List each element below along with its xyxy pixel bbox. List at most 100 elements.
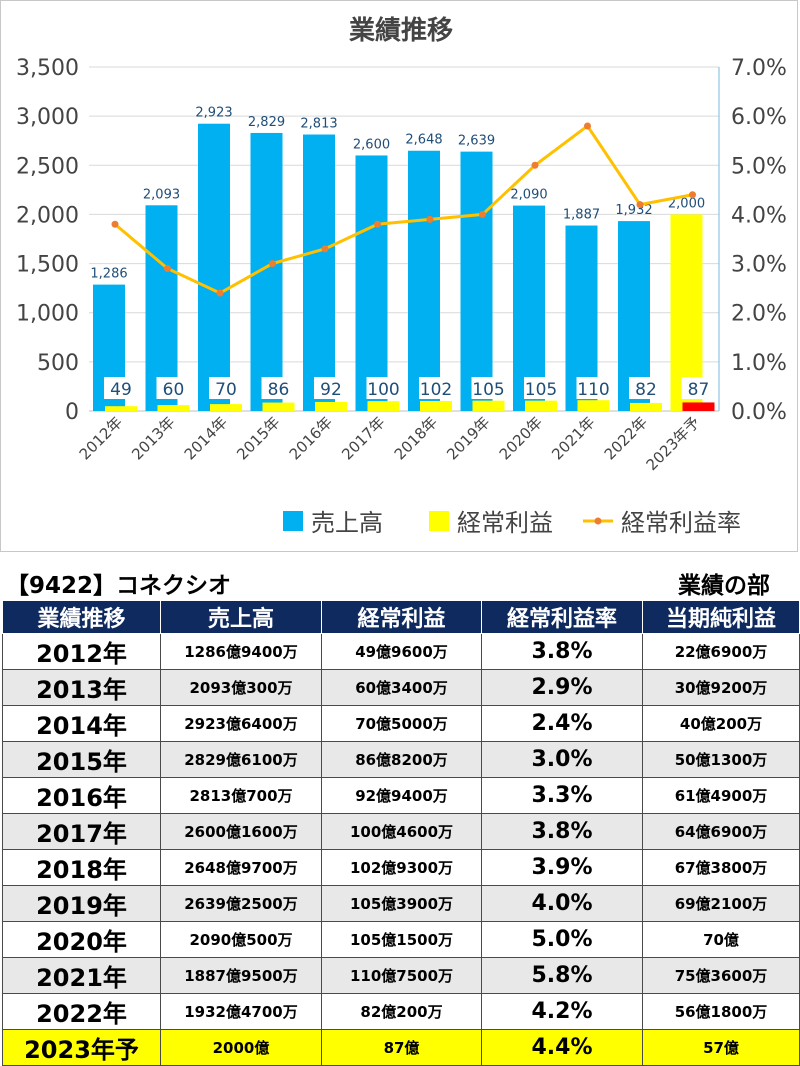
profit-data-label: 105 (525, 380, 557, 400)
table-body: 2012年 1286億9400万 49億9600万 3.8% 22億6900万 2013年… (2, 633, 800, 1066)
profit-rate-point (479, 210, 486, 218)
row-period: 2018年 (2, 849, 161, 886)
row-sales: 1887億9500万 (160, 957, 322, 994)
row-sales: 1286億9400万 (160, 633, 322, 670)
sales-data-label: 2,639 (458, 134, 495, 149)
row-ordinary-profit: 60億3400万 (321, 669, 482, 706)
table-row: 2022年 1932億4700万 82億200万 4.2% 56億1800万 (2, 993, 800, 1030)
profit-rate-point (689, 191, 696, 199)
profit-rate-point (269, 260, 276, 268)
row-ordinary-profit: 87億 (321, 1029, 482, 1066)
sales-data-label: 2,813 (300, 117, 337, 132)
row-net-income: 57億 (642, 1029, 800, 1066)
row-profit-rate: 5.8% (481, 957, 643, 994)
profit-label-bg (104, 377, 138, 399)
profit-bar (525, 400, 557, 411)
table-row: 2020年 2090億500万 105億1500万 5.0% 70億 (2, 921, 800, 958)
row-profit-rate: 3.8% (481, 633, 643, 670)
row-period: 2017年 (2, 813, 161, 850)
profit-data-label: 82 (635, 380, 657, 400)
table-row: 2012年 1286億9400万 49億9600万 3.8% 22億6900万 (2, 633, 800, 670)
profit-data-label: 60 (163, 380, 185, 400)
header-sales: 売上高 (160, 600, 322, 634)
header-period: 業績推移 (2, 600, 161, 634)
sales-data-label: 2,090 (510, 188, 547, 203)
profit-label-bg (471, 377, 506, 399)
profit-label-bg (366, 377, 401, 399)
row-ordinary-profit: 86億8200万 (321, 741, 482, 778)
y-tick-label: 3,500 (16, 56, 79, 81)
table-header-row: 業績推移 売上高 経常利益 経常利益率 当期純利益 (2, 600, 800, 634)
row-profit-rate: 4.4% (481, 1029, 643, 1066)
sales-data-label: 2,923 (195, 106, 232, 121)
x-tick-label: 2016年 (286, 413, 336, 463)
sales-bar (198, 123, 230, 412)
legend-label-profit: 経常利益 (457, 509, 553, 537)
row-sales: 2639億2500万 (160, 885, 322, 922)
y2-tick-label: 5.0% (731, 154, 787, 179)
sales-data-label: 1,887 (563, 208, 600, 223)
profit-rate-point (321, 245, 329, 253)
profit-data-label: 49 (110, 380, 132, 400)
performance-table: 業績推移 売上高 経常利益 経常利益率 当期純利益 2012年 1286億9400… (2, 600, 800, 1066)
row-net-income: 40億200万 (642, 705, 800, 742)
row-period: 2013年 (2, 669, 161, 706)
header-net-income: 当期純利益 (642, 600, 800, 634)
row-sales: 2829億6100万 (160, 741, 322, 778)
sales-bar (355, 155, 388, 411)
profit-rate-point (584, 122, 591, 130)
sales-data-label: 2,829 (248, 115, 285, 130)
sales-data-label: 2,600 (353, 137, 390, 152)
profit-rate-point (426, 215, 434, 223)
profit-bar (315, 401, 347, 411)
row-net-income: 75億3600万 (642, 957, 800, 994)
profit-rate-point (374, 220, 381, 228)
x-tick-label: 2020年 (496, 413, 546, 463)
table-row: 2021年 1887億9500万 110億7500万 5.8% 75億3600万 (2, 957, 800, 994)
profit-bar (105, 406, 137, 411)
sales-bar (303, 134, 335, 412)
row-net-income: 50億1300万 (642, 741, 800, 778)
row-period: 2019年 (2, 885, 161, 922)
profit-rate-point (216, 289, 224, 297)
row-sales: 2813億700万 (160, 777, 322, 814)
legend-swatch-sales (283, 511, 303, 531)
x-tick-label: 2018年 (391, 413, 441, 463)
profit-data-label: 86 (268, 380, 290, 400)
row-sales: 1932億4700万 (160, 993, 322, 1030)
y-tick-label: 3,000 (16, 105, 79, 130)
row-net-income: 56億1800万 (642, 993, 800, 1030)
table-row: 2023年予 2000億 87億 4.4% 57億 (2, 1029, 800, 1066)
y-tick-label: 0 (65, 400, 79, 425)
row-profit-rate: 5.0% (481, 921, 643, 958)
table-row: 2015年 2829億6100万 86億8200万 3.0% 50億1300万 (2, 741, 800, 778)
row-period: 2021年 (2, 957, 161, 994)
row-net-income: 30億9200万 (642, 669, 800, 706)
profit-rate-line (114, 123, 693, 295)
profit-label-bg (314, 377, 348, 399)
legend-label-sales: 売上高 (311, 509, 383, 537)
y2-tick-label: 0.0% (731, 400, 787, 425)
x-tick-label: 2013年 (128, 413, 178, 463)
profit-label-bg (681, 377, 716, 399)
row-net-income: 70億 (642, 921, 800, 958)
row-profit-rate: 3.9% (481, 849, 643, 886)
sales-data-label: 2,093 (143, 187, 180, 202)
row-ordinary-profit: 82億200万 (321, 993, 482, 1030)
row-ordinary-profit: 102億9300万 (321, 849, 482, 886)
row-sales: 2923億6400万 (160, 705, 322, 742)
sales-data-label: 2,648 (405, 133, 442, 148)
y-tick-label: 1,500 (16, 253, 79, 278)
row-sales: 2093億300万 (160, 669, 322, 706)
row-profit-rate: 4.2% (481, 993, 643, 1030)
chart-title: 業績推移 (349, 16, 453, 46)
profit-rate-point (531, 161, 539, 169)
table-row: 2017年 2600億1600万 100億4600万 3.8% 64億6900万 (2, 813, 800, 850)
row-period: 2014年 (2, 705, 161, 742)
y-tick-label: 1,000 (16, 302, 79, 327)
profit-data-label: 87 (688, 380, 710, 400)
profit-bar (630, 402, 662, 411)
y2-tick-label: 6.0% (731, 105, 787, 130)
profit-bar (577, 400, 610, 411)
row-sales: 2090億500万 (160, 921, 322, 958)
